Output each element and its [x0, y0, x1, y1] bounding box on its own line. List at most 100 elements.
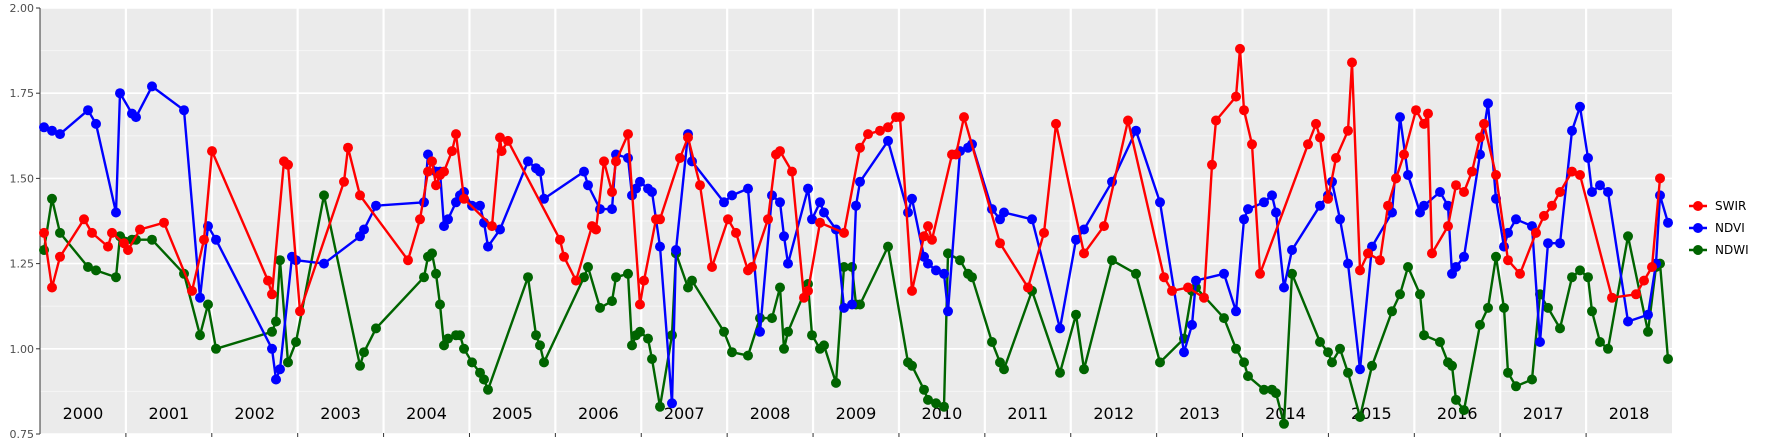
data-point-ndwi	[1475, 319, 1485, 330]
data-point-swir	[815, 217, 825, 228]
data-point-ndvi	[443, 214, 453, 225]
data-point-ndwi	[1511, 381, 1521, 392]
data-point-ndvi	[1575, 101, 1585, 112]
data-point-ndwi	[779, 343, 789, 354]
data-point-ndvi	[1219, 268, 1229, 279]
data-point-swir	[263, 275, 273, 286]
data-point-ndwi	[1323, 347, 1333, 358]
data-point-swir	[1167, 285, 1177, 296]
year-label: 2005	[492, 404, 533, 423]
data-point-ndvi	[819, 207, 829, 218]
data-point-ndvi	[923, 258, 933, 269]
data-point-swir	[503, 135, 513, 146]
data-point-ndwi	[595, 302, 605, 313]
data-point-swir	[607, 187, 617, 197]
data-point-ndvi	[1287, 245, 1297, 255]
data-point-swir	[1255, 268, 1265, 279]
year-label: 2016	[1437, 404, 1478, 423]
data-point-ndvi	[583, 180, 593, 191]
data-point-ndvi	[1231, 306, 1241, 317]
data-point-swir	[39, 227, 49, 238]
data-point-ndvi	[495, 224, 505, 235]
legend-key-ndwi	[1689, 245, 1707, 255]
data-point-ndwi	[1259, 384, 1269, 395]
data-point-swir	[1427, 248, 1437, 259]
data-point-swir	[79, 214, 89, 225]
data-point-swir	[927, 234, 937, 245]
series-ndwi	[39, 190, 1673, 429]
data-point-swir	[199, 234, 209, 245]
data-point-ndwi	[1219, 313, 1229, 324]
data-point-ndwi	[855, 299, 865, 310]
data-point-ndwi	[111, 272, 121, 283]
data-point-swir	[1639, 275, 1649, 286]
data-point-ndwi	[727, 347, 737, 358]
data-point-ndvi	[1335, 214, 1345, 225]
data-point-ndvi	[1279, 282, 1289, 293]
data-point-ndwi	[1543, 302, 1553, 313]
data-point-ndvi	[1187, 319, 1197, 330]
data-point-ndvi	[1055, 323, 1065, 334]
data-point-swir	[339, 176, 349, 187]
data-point-ndwi	[655, 401, 665, 412]
data-point-swir	[1411, 105, 1421, 116]
data-point-ndwi	[1131, 268, 1141, 279]
data-point-swir	[1647, 262, 1657, 272]
data-point-ndvi	[47, 125, 57, 136]
data-point-swir	[787, 166, 797, 177]
data-point-swir	[1391, 173, 1401, 184]
data-point-ndwi	[1387, 306, 1397, 317]
data-point-ndvi	[1459, 251, 1469, 262]
y-tick-label: 2.00	[10, 2, 35, 15]
data-point-ndvi	[359, 224, 369, 235]
data-point-swir	[123, 245, 133, 255]
legend-label: NDVI	[1715, 221, 1745, 235]
year-label: 2008	[750, 404, 791, 423]
data-point-ndwi	[931, 398, 941, 409]
data-point-ndwi	[611, 272, 621, 283]
data-point-swir	[103, 241, 113, 252]
data-point-swir	[1247, 139, 1257, 150]
data-point-ndwi	[1287, 268, 1297, 279]
y-tick-label: 1.50	[10, 172, 35, 185]
data-point-ndwi	[847, 262, 857, 272]
data-point-swir	[775, 146, 785, 157]
data-point-swir	[1451, 180, 1461, 191]
data-point-swir	[187, 285, 197, 296]
data-point-ndwi	[1499, 302, 1509, 313]
y-tick-label: 1.00	[10, 343, 35, 356]
data-point-swir	[1231, 91, 1241, 102]
data-point-ndwi	[459, 343, 469, 354]
data-point-swir	[267, 289, 277, 300]
data-point-ndwi	[1055, 367, 1065, 378]
y-tick-label: 1.75	[10, 87, 35, 100]
data-point-ndvi	[579, 166, 589, 177]
data-point-ndwi	[91, 265, 101, 276]
data-point-ndwi	[203, 299, 213, 310]
data-point-ndwi	[483, 384, 493, 395]
data-point-ndvi	[55, 129, 65, 140]
y-tick-label: 1.25	[10, 258, 35, 271]
data-point-ndwi	[479, 374, 489, 385]
data-point-ndvi	[267, 343, 277, 354]
data-point-ndvi	[1191, 275, 1201, 286]
data-point-ndwi	[627, 340, 637, 351]
series-ndvi	[39, 81, 1673, 409]
data-point-ndwi	[647, 354, 657, 364]
data-point-ndvi	[475, 200, 485, 211]
data-point-swir	[207, 146, 217, 157]
data-point-swir	[655, 214, 665, 225]
data-point-ndvi	[1535, 337, 1545, 347]
data-point-ndvi	[743, 183, 753, 194]
data-point-swir	[427, 156, 437, 167]
data-point-ndwi	[883, 241, 893, 252]
data-point-ndwi	[987, 337, 997, 347]
year-label: 2013	[1179, 404, 1220, 423]
data-point-swir	[895, 112, 905, 123]
data-point-ndwi	[1567, 272, 1577, 283]
data-point-swir	[675, 153, 685, 163]
data-point-ndvi	[1583, 153, 1593, 163]
data-point-swir	[1159, 272, 1169, 283]
data-point-swir	[423, 166, 433, 177]
legend-marker	[1693, 223, 1703, 233]
